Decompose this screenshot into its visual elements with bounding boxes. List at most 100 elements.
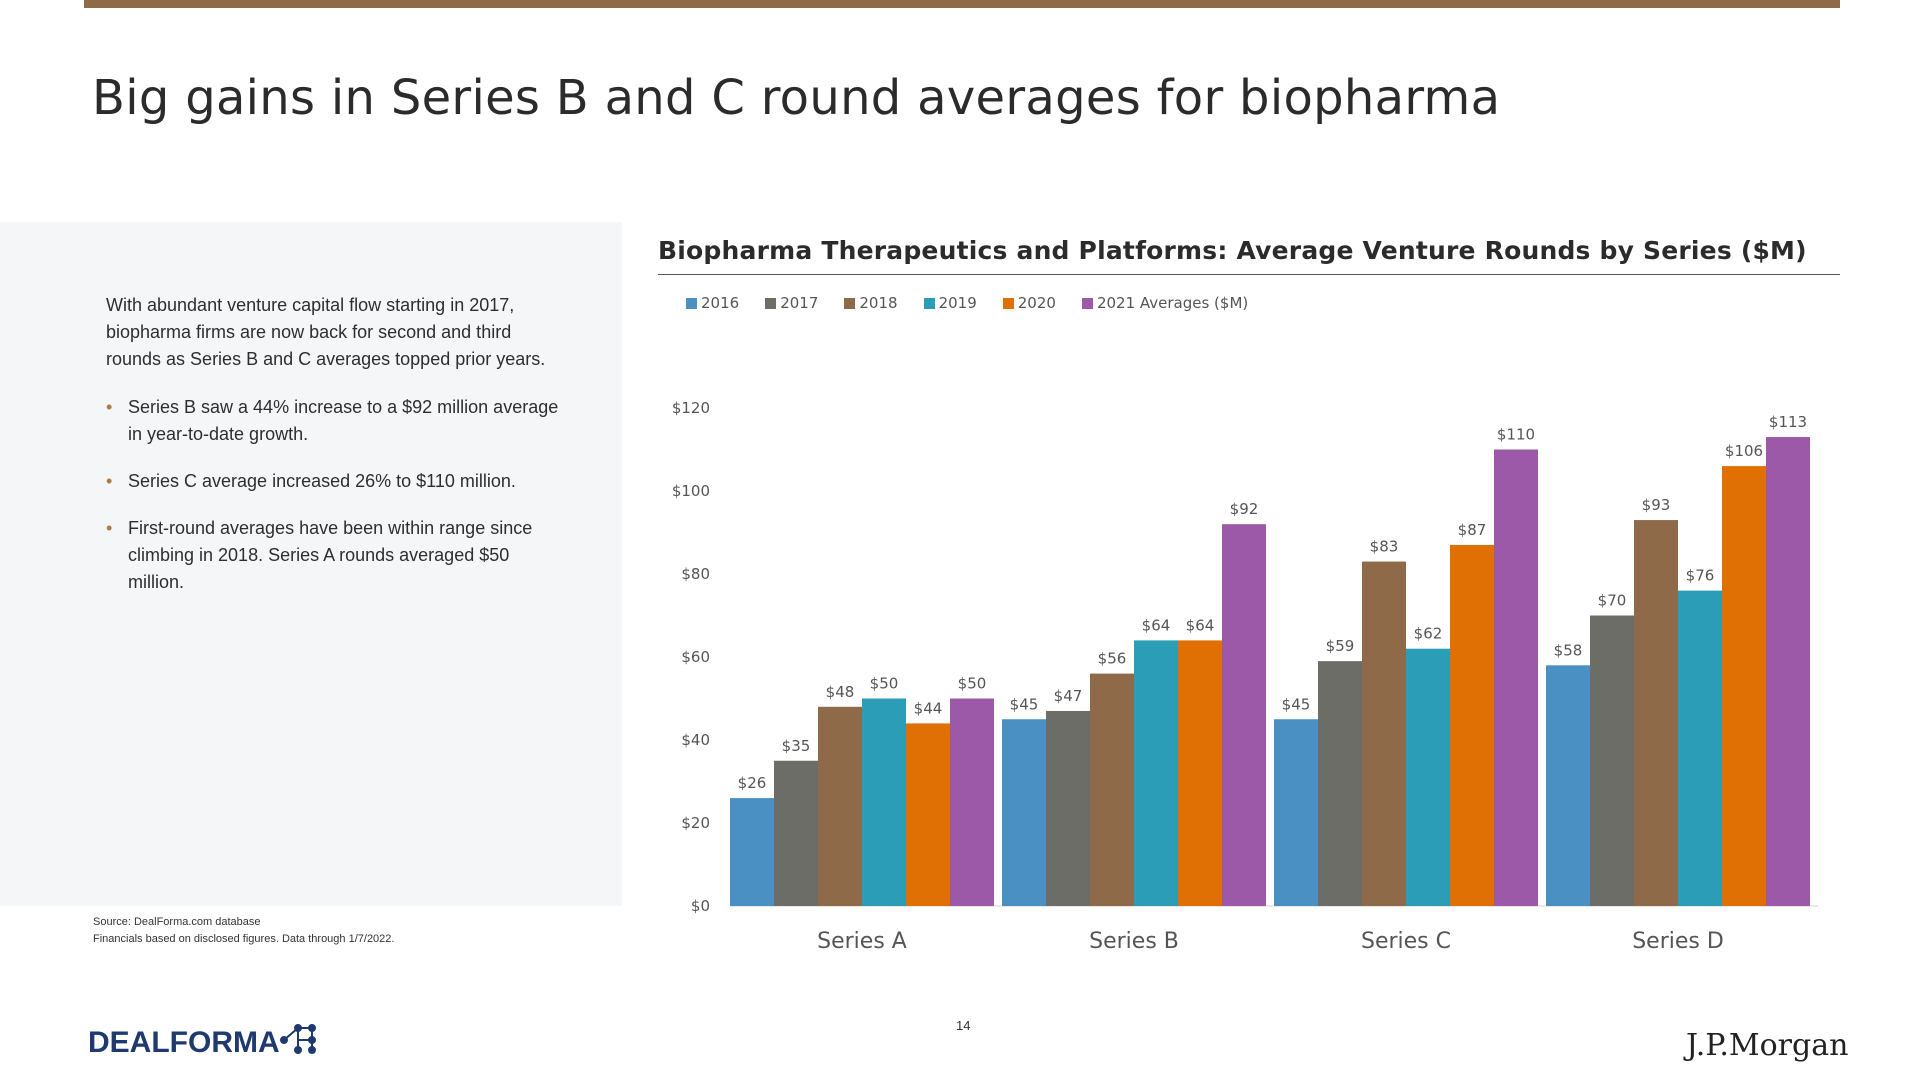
data-label: $113 (1769, 413, 1807, 431)
data-label: $83 (1370, 538, 1399, 556)
summary-panel (0, 222, 622, 906)
legend-label: 2019 (938, 294, 977, 312)
legend-label: 2016 (701, 294, 740, 312)
data-label: $56 (1098, 650, 1127, 668)
bar (1406, 648, 1450, 906)
data-label: $35 (782, 737, 811, 755)
bar (1274, 719, 1318, 906)
legend-swatch (765, 297, 777, 309)
data-label: $64 (1186, 616, 1215, 634)
x-category-label: Series C (1361, 929, 1451, 954)
bar (906, 723, 950, 906)
bullet-dot-icon: • (106, 397, 113, 417)
bullet-dot-icon: • (106, 471, 113, 491)
legend-label: 2017 (780, 294, 819, 312)
y-tick-label: $0 (691, 897, 710, 915)
bar (1002, 719, 1046, 906)
data-label: $92 (1230, 500, 1259, 518)
data-label: $62 (1414, 625, 1443, 643)
legend-item: 2016 (686, 294, 739, 312)
data-label: $44 (914, 699, 943, 717)
chart-title-rule (658, 274, 1840, 275)
bullet-list: • Series B saw a 44% increase to a $92 mi… (106, 394, 566, 616)
data-label: $87 (1458, 521, 1487, 539)
data-label: $59 (1326, 637, 1355, 655)
page-title: Big gains in Series B and C round averag… (92, 70, 1501, 126)
bullet-item: • Series B saw a 44% increase to a $92 mi… (106, 394, 566, 448)
y-tick-label: $40 (681, 731, 710, 749)
bar (774, 760, 818, 906)
bullet-item: • First-round averages have been within r… (106, 515, 566, 596)
source-note: Source: DealForma.com database Financial… (93, 914, 394, 948)
y-tick-label: $120 (672, 399, 710, 417)
molecule-icon (280, 1024, 316, 1054)
bar (1134, 640, 1178, 906)
data-label: $106 (1725, 442, 1763, 460)
legend-item: 2019 (923, 294, 977, 312)
bar (1362, 561, 1406, 906)
legend-label: 2020 (1017, 294, 1056, 312)
bar (1634, 520, 1678, 906)
chart-legend: 2016 2017 2018 2019 2020 2021 Averages (… (686, 294, 1274, 312)
data-label: $26 (738, 774, 767, 792)
y-tick-label: $100 (672, 482, 710, 500)
data-label: $70 (1598, 592, 1627, 610)
legend-swatch (844, 297, 856, 309)
legend-swatch (1081, 297, 1093, 309)
bar (1546, 665, 1590, 906)
data-label: $45 (1282, 695, 1311, 713)
bar (818, 706, 862, 906)
bar (730, 798, 774, 906)
data-label: $45 (1010, 695, 1039, 713)
bar (1590, 615, 1634, 906)
bar (1178, 640, 1222, 906)
bar (862, 698, 906, 906)
dealforma-logo-text: DEALFORMA (88, 1026, 280, 1059)
x-category-label: Series D (1632, 929, 1724, 954)
legend-item: 2020 (1002, 294, 1056, 312)
legend-label: 2021 Averages ($M) (1096, 294, 1249, 312)
bullet-text: Series B saw a 44% increase to a $92 mil… (128, 397, 559, 444)
data-label: $47 (1054, 687, 1083, 705)
bullet-dot-icon: • (106, 518, 113, 538)
bullet-text: First-round averages have been within ra… (128, 518, 533, 592)
intro-text: With abundant venture capital flow start… (106, 295, 546, 369)
bar (1766, 437, 1810, 906)
bar (1494, 449, 1538, 906)
bullet-item: • Series C average increased 26% to $110 … (106, 468, 566, 495)
source-line: Financials based on disclosed figures. D… (93, 933, 395, 945)
y-tick-label: $60 (681, 648, 710, 666)
jpmorgan-logo: J.P.Morgan (1686, 1028, 1849, 1063)
data-label: $48 (826, 683, 855, 701)
y-tick-label: $80 (681, 565, 710, 583)
bar (950, 698, 994, 906)
bar (1222, 524, 1266, 906)
x-category-label: Series A (817, 929, 907, 954)
legend-label: 2018 (859, 294, 898, 312)
legend-swatch (1002, 297, 1014, 309)
bar (1090, 673, 1134, 906)
x-category-label: Series B (1089, 929, 1179, 954)
chart-title: Biopharma Therapeutics and Platforms: Av… (658, 236, 1807, 265)
bar (1318, 661, 1362, 906)
top-accent-bar (84, 0, 1840, 8)
bar (1450, 544, 1494, 906)
data-label: $64 (1142, 616, 1171, 634)
bar (1722, 466, 1766, 906)
legend-item: 2021 Averages ($M) (1081, 294, 1249, 312)
data-label: $76 (1686, 567, 1715, 585)
legend-item: 2017 (765, 294, 818, 312)
legend-swatch (923, 297, 935, 309)
page-number: 14 (956, 1018, 971, 1033)
dealforma-logo: DEALFORMA (88, 1024, 316, 1059)
legend-item: 2018 (844, 294, 898, 312)
data-label: $93 (1642, 496, 1671, 514)
y-tick-label: $20 (681, 814, 710, 832)
bullet-text: Series C average increased 26% to $110 m… (128, 471, 516, 491)
data-label: $110 (1497, 426, 1535, 444)
bar (1046, 710, 1090, 906)
data-label: $50 (870, 675, 899, 693)
data-label: $50 (958, 675, 987, 693)
source-line: Source: DealForma.com database (93, 916, 261, 928)
